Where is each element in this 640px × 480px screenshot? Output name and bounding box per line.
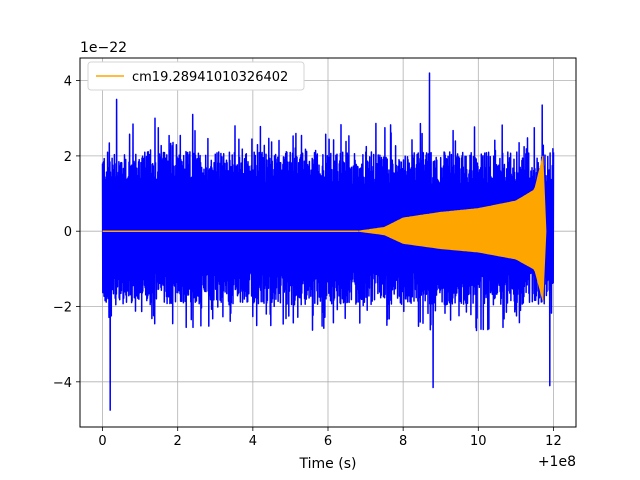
tick-layer: 0 2 4 6 8 10 12 −4 −2 0 2 4 (53, 75, 562, 449)
legend: cm19.28941010326402 (87, 61, 305, 91)
x-tick-label: 0 (98, 434, 106, 449)
x-tick-label: 12 (545, 434, 562, 449)
x-offset-text: +1e8 (538, 454, 576, 470)
y-tick-label: −2 (53, 301, 72, 316)
x-tick-label: 6 (324, 434, 332, 449)
orange-template-chirp (358, 155, 547, 301)
y-tick-label: 2 (64, 150, 72, 165)
data-layer (101, 72, 555, 411)
x-axis-label: Time (s) (299, 456, 357, 472)
legend-label: cm19.28941010326402 (132, 70, 288, 85)
y-tick-label: 4 (64, 75, 72, 90)
legend-box (87, 61, 305, 91)
y-tick-label: 0 (64, 225, 72, 240)
x-tick-label: 8 (399, 434, 407, 449)
y-tick-label: −4 (53, 376, 72, 391)
y-scale-text: 1e−22 (80, 40, 127, 56)
x-tick-label: 4 (249, 434, 257, 449)
x-tick-label: 2 (174, 434, 182, 449)
x-tick-label: 10 (470, 434, 487, 449)
